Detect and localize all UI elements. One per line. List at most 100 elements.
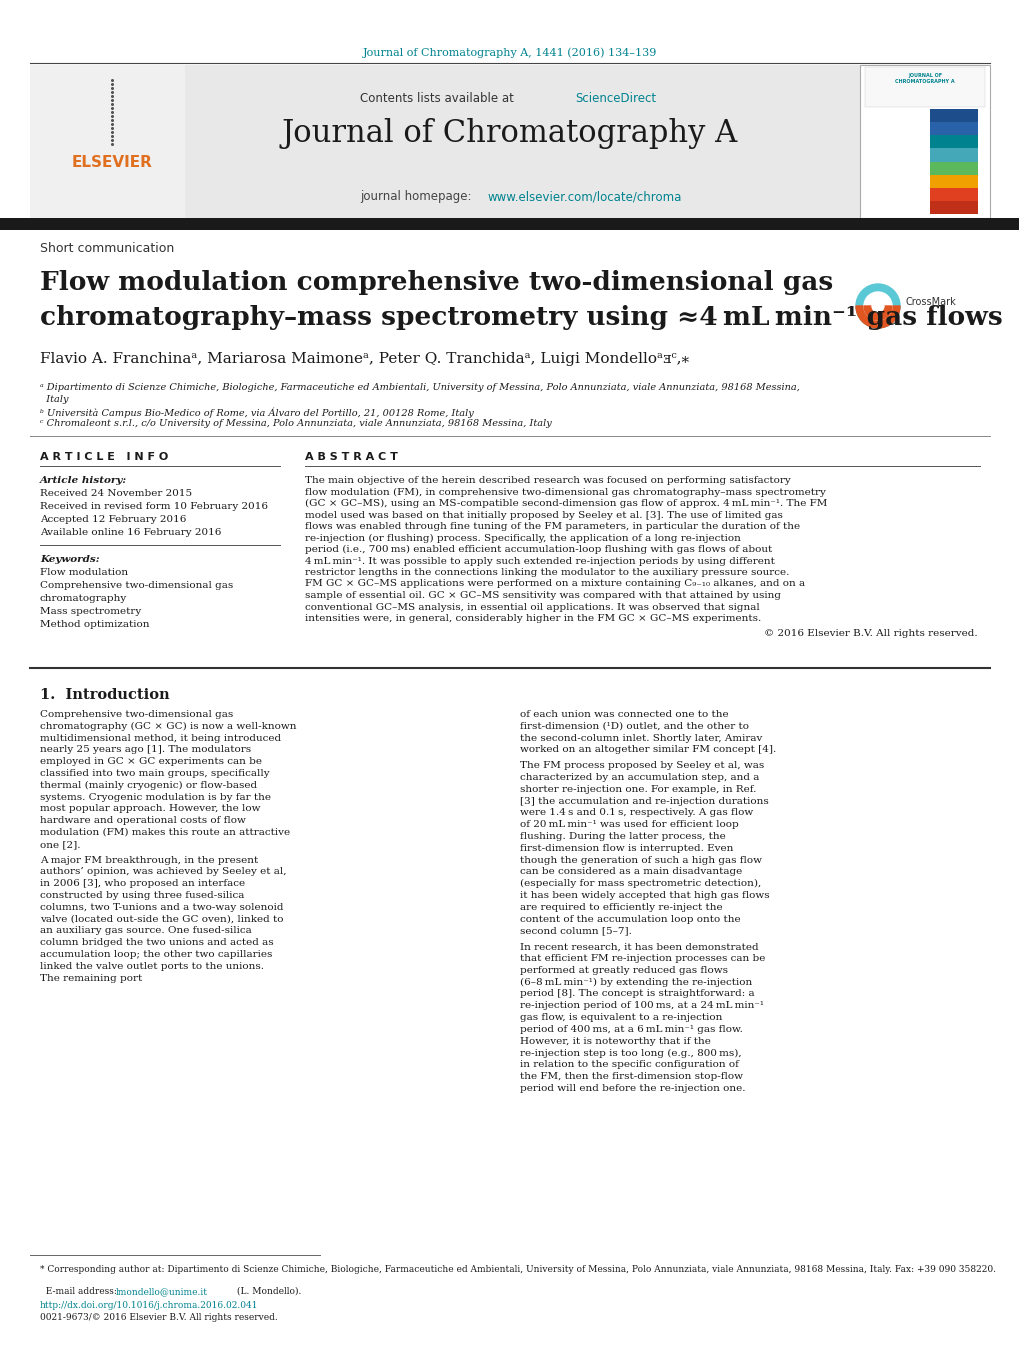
Bar <box>30 65 859 218</box>
Text: Comprehensive two-dimensional gas: Comprehensive two-dimensional gas <box>40 581 233 590</box>
Text: in 2006 [3], who proposed an interface: in 2006 [3], who proposed an interface <box>40 880 245 888</box>
Text: worked on an altogether similar FM concept [4].: worked on an altogether similar FM conce… <box>520 746 775 754</box>
Text: sample of essential oil. GC × GC–MS sensitivity was compared with that attained : sample of essential oil. GC × GC–MS sens… <box>305 590 781 600</box>
Text: employed in GC × GC experiments can be: employed in GC × GC experiments can be <box>40 757 262 766</box>
Bar <box>929 174 977 188</box>
Text: first-dimension flow is interrupted. Even: first-dimension flow is interrupted. Eve… <box>520 844 733 852</box>
Text: A B S T R A C T: A B S T R A C T <box>305 453 397 462</box>
Text: Journal of Chromatography A: Journal of Chromatography A <box>281 118 738 149</box>
Bar <box>859 65 989 218</box>
Text: However, it is noteworthy that if the: However, it is noteworthy that if the <box>520 1036 710 1046</box>
Text: restrictor lengths in the connections linking the modulator to the auxiliary pre: restrictor lengths in the connections li… <box>305 567 789 577</box>
Text: flushing. During the latter process, the: flushing. During the latter process, the <box>520 832 726 842</box>
Text: Keywords:: Keywords: <box>40 555 100 563</box>
Text: Available online 16 February 2016: Available online 16 February 2016 <box>40 528 221 536</box>
Text: in relation to the specific configuration of: in relation to the specific configuratio… <box>520 1061 738 1069</box>
Text: period will end before the re-injection one.: period will end before the re-injection … <box>520 1084 745 1093</box>
Text: the second-column inlet. Shortly later, Amirav: the second-column inlet. Shortly later, … <box>520 734 761 743</box>
Text: period [8]. The concept is straightforward: a: period [8]. The concept is straightforwa… <box>520 989 754 998</box>
Bar <box>929 201 977 213</box>
Text: (L. Mondello).: (L. Mondello). <box>233 1288 301 1296</box>
Text: conventional GC–MS analysis, in essential oil applications. It was observed that: conventional GC–MS analysis, in essentia… <box>305 603 759 612</box>
Text: performed at greatly reduced gas flows: performed at greatly reduced gas flows <box>520 966 728 975</box>
Text: ScienceDirect: ScienceDirect <box>575 92 655 105</box>
Bar <box>929 188 977 201</box>
Text: FM GC × GC–MS applications were performed on a mixture containing C₉₋₁₀ alkanes,: FM GC × GC–MS applications were performe… <box>305 580 804 589</box>
Text: ELSEVIER: ELSEVIER <box>71 155 152 170</box>
Text: period (i.e., 700 ms) enabled efficient accumulation-loop flushing with gas flow: period (i.e., 700 ms) enabled efficient … <box>305 544 771 554</box>
Text: Italy: Italy <box>40 394 68 404</box>
Circle shape <box>871 300 883 312</box>
Text: (GC × GC–MS), using an MS-compatible second-dimension gas flow of approx. 4 mL m: (GC × GC–MS), using an MS-compatible sec… <box>305 499 826 508</box>
Text: 0021-9673/© 2016 Elsevier B.V. All rights reserved.: 0021-9673/© 2016 Elsevier B.V. All right… <box>40 1313 277 1323</box>
Wedge shape <box>855 305 899 328</box>
Text: journal homepage:: journal homepage: <box>360 190 475 203</box>
Text: re-injection (or flushing) process. Specifically, the application of a long re-i: re-injection (or flushing) process. Spec… <box>305 534 740 543</box>
Text: content of the accumulation loop onto the: content of the accumulation loop onto th… <box>520 915 740 924</box>
Text: Received 24 November 2015: Received 24 November 2015 <box>40 489 192 499</box>
Text: ᵃ Dipartimento di Scienze Chimiche, Biologiche, Farmaceutiche ed Ambientali, Uni: ᵃ Dipartimento di Scienze Chimiche, Biol… <box>40 382 799 392</box>
Text: re-injection period of 100 ms, at a 24 mL min⁻¹: re-injection period of 100 ms, at a 24 m… <box>520 1001 763 1011</box>
Text: modulation (FM) makes this route an attractive: modulation (FM) makes this route an attr… <box>40 828 289 838</box>
Text: systems. Cryogenic modulation is by far the: systems. Cryogenic modulation is by far … <box>40 793 271 801</box>
Bar <box>929 149 977 162</box>
Wedge shape <box>863 305 892 320</box>
Circle shape <box>855 284 899 328</box>
Text: hardware and operational costs of flow: hardware and operational costs of flow <box>40 816 246 825</box>
Text: The main objective of the herein described research was focused on performing sa: The main objective of the herein describ… <box>305 476 790 485</box>
Text: www.elsevier.com/locate/chroma: www.elsevier.com/locate/chroma <box>487 190 682 203</box>
Text: Received in revised form 10 February 2016: Received in revised form 10 February 201… <box>40 503 268 511</box>
Text: column bridged the two unions and acted as: column bridged the two unions and acted … <box>40 938 273 947</box>
Text: constructed by using three fused-silica: constructed by using three fused-silica <box>40 892 245 900</box>
Text: * Corresponding author at: Dipartimento di Scienze Chimiche, Biologiche, Farmace: * Corresponding author at: Dipartimento … <box>40 1265 995 1274</box>
Text: classified into two main groups, specifically: classified into two main groups, specifi… <box>40 769 269 778</box>
Text: most popular approach. However, the low: most popular approach. However, the low <box>40 804 260 813</box>
Text: it has been widely accepted that high gas flows: it has been widely accepted that high ga… <box>520 892 769 900</box>
Text: valve (located out-side the GC oven), linked to: valve (located out-side the GC oven), li… <box>40 915 283 924</box>
Text: columns, two T-unions and a two-way solenoid: columns, two T-unions and a two-way sole… <box>40 902 283 912</box>
Bar <box>929 162 977 174</box>
Text: thermal (mainly cryogenic) or flow-based: thermal (mainly cryogenic) or flow-based <box>40 781 257 790</box>
Text: of 20 mL min⁻¹ was used for efficient loop: of 20 mL min⁻¹ was used for efficient lo… <box>520 820 738 830</box>
Text: flow modulation (FM), in comprehensive two-dimensional gas chromatography–mass s: flow modulation (FM), in comprehensive t… <box>305 488 825 497</box>
Circle shape <box>863 292 892 320</box>
Text: [3] the accumulation and re-injection durations: [3] the accumulation and re-injection du… <box>520 797 768 805</box>
Text: E-mail address:: E-mail address: <box>40 1288 119 1296</box>
Bar <box>929 109 977 122</box>
Text: can be considered as a main disadvantage: can be considered as a main disadvantage <box>520 867 742 877</box>
Text: authors’ opinion, was achieved by Seeley et al,: authors’ opinion, was achieved by Seeley… <box>40 867 286 877</box>
Text: Flow modulation comprehensive two-dimensional gas: Flow modulation comprehensive two-dimens… <box>40 270 833 295</box>
Text: Comprehensive two-dimensional gas: Comprehensive two-dimensional gas <box>40 711 233 719</box>
Text: chromatography (GC × GC) is now a well-known: chromatography (GC × GC) is now a well-k… <box>40 721 297 731</box>
Bar <box>929 122 977 135</box>
Text: gas flow, is equivalent to a re-injection: gas flow, is equivalent to a re-injectio… <box>520 1013 721 1021</box>
Text: that efficient FM re-injection processes can be: that efficient FM re-injection processes… <box>520 954 764 963</box>
Text: (especially for mass spectrometric detection),: (especially for mass spectrometric detec… <box>520 880 760 889</box>
Text: one [2].: one [2]. <box>40 840 81 848</box>
Text: 4 mL min⁻¹. It was possible to apply such extended re-injection periods by using: 4 mL min⁻¹. It was possible to apply suc… <box>305 557 774 566</box>
Text: ᶜ Chromaleont s.r.l., c/o University of Messina, Polo Annunziata, viale Annunzia: ᶜ Chromaleont s.r.l., c/o University of … <box>40 419 551 428</box>
Text: A major FM breakthrough, in the present: A major FM breakthrough, in the present <box>40 855 258 865</box>
Text: the FM, then the first-dimension stop-flow: the FM, then the first-dimension stop-fl… <box>520 1071 742 1081</box>
Text: The remaining port: The remaining port <box>40 974 142 982</box>
Text: Contents lists available at: Contents lists available at <box>360 92 517 105</box>
Text: intensities were, in general, considerably higher in the FM GC × GC–MS experimen: intensities were, in general, considerab… <box>305 613 760 623</box>
Bar <box>864 68 984 107</box>
Text: Flow modulation: Flow modulation <box>40 567 128 577</box>
Text: Mass spectrometry: Mass spectrometry <box>40 607 141 616</box>
Text: ᵇ Università Campus Bio-Medico of Rome, via Álvaro del Portillo, 21, 00128 Rome,: ᵇ Università Campus Bio-Medico of Rome, … <box>40 407 473 417</box>
Text: Flavio A. Franchinaᵃ, Mariarosa Maimoneᵃ, Peter Q. Tranchidaᵃ, Luigi Mondelloᵃⱻᶜ: Flavio A. Franchinaᵃ, Mariarosa Maimoneᵃ… <box>40 353 689 366</box>
Text: (6–8 mL min⁻¹) by extending the re-injection: (6–8 mL min⁻¹) by extending the re-injec… <box>520 978 752 986</box>
Text: of each union was connected one to the: of each union was connected one to the <box>520 711 728 719</box>
Text: period of 400 ms, at a 6 mL min⁻¹ gas flow.: period of 400 ms, at a 6 mL min⁻¹ gas fl… <box>520 1025 742 1034</box>
Text: shorter re-injection one. For example, in Ref.: shorter re-injection one. For example, i… <box>520 785 756 794</box>
Text: though the generation of such a high gas flow: though the generation of such a high gas… <box>520 855 761 865</box>
Text: The FM process proposed by Seeley et al, was: The FM process proposed by Seeley et al,… <box>520 761 763 770</box>
Text: lmondello@unime.it: lmondello@unime.it <box>116 1288 208 1296</box>
Text: JOURNAL OF
CHROMATOGRAPHY A: JOURNAL OF CHROMATOGRAPHY A <box>895 73 954 84</box>
Text: 1.  Introduction: 1. Introduction <box>40 688 169 703</box>
Text: multidimensional method, it being introduced: multidimensional method, it being introd… <box>40 734 281 743</box>
Bar <box>929 135 977 149</box>
Text: first-dimension (¹D) outlet, and the other to: first-dimension (¹D) outlet, and the oth… <box>520 721 748 731</box>
Text: characterized by an accumulation step, and a: characterized by an accumulation step, a… <box>520 773 758 782</box>
